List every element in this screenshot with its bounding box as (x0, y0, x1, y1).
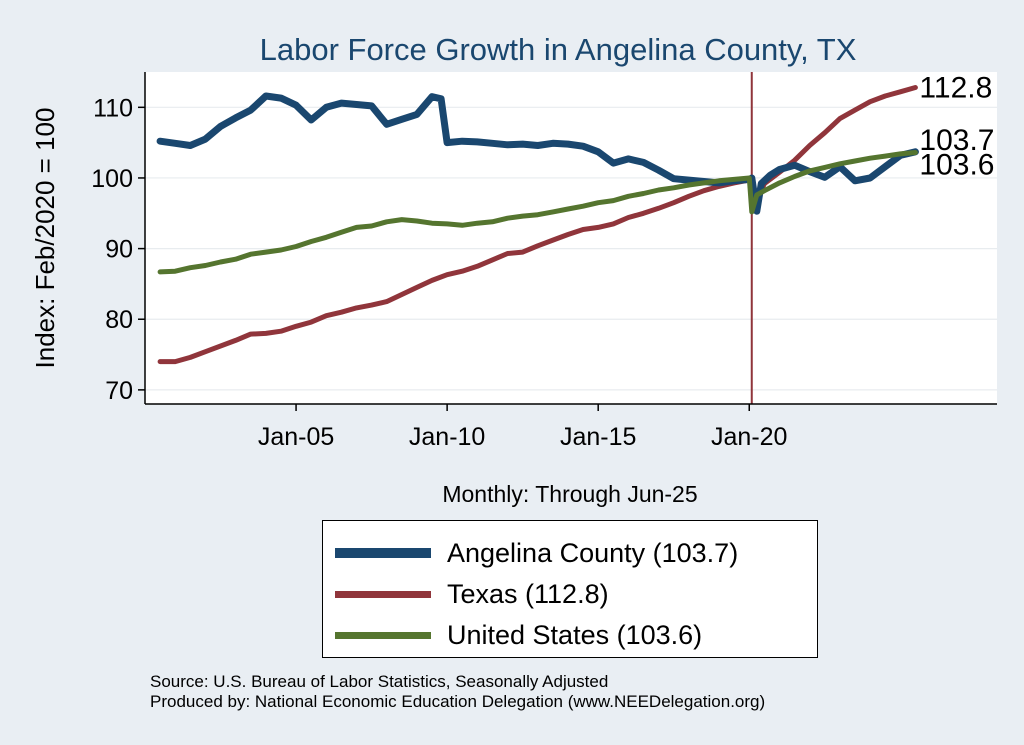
legend-item-angelina: Angelina County (103.7) (335, 533, 738, 573)
y-tick-label: 90 (105, 236, 133, 264)
y-tick-label: 100 (91, 165, 133, 193)
x-axis-label: Monthly: Through Jun-25 (442, 481, 697, 507)
series-group (156, 85, 919, 365)
source-note: Source: U.S. Bureau of Labor Statistics,… (150, 672, 765, 712)
legend-label-texas: Texas (112.8) (447, 578, 609, 609)
y-tick-label: 110 (93, 94, 133, 122)
y-axis-ticks: 70 80 90 100 110 (91, 94, 145, 405)
legend-swatch-texas (335, 590, 431, 598)
y-axis-label: Index: Feb/2020 = 100 (30, 108, 60, 369)
legend: Angelina County (103.7) Texas (112.8) Un… (322, 520, 818, 658)
series-line-angelina (156, 92, 919, 215)
end-label-angelina: 103.7 (919, 124, 994, 157)
legend-item-united-states: United States (103.6) (335, 615, 702, 655)
x-tick-label: Jan-20 (711, 423, 787, 451)
legend-label-angelina: Angelina County (103.7) (447, 537, 739, 568)
legend-label-united-states: United States (103.6) (447, 619, 703, 650)
legend-swatch-angelina (335, 548, 431, 558)
source-line: Source: U.S. Bureau of Labor Statistics,… (150, 672, 609, 691)
line-chart: Labor Force Growth in Angelina County, T… (30, 32, 997, 507)
y-tick-label: 80 (105, 306, 133, 334)
producer-line: Produced by: National Economic Education… (150, 692, 766, 711)
plot-area (145, 72, 997, 404)
y-tick-label: 70 (105, 377, 133, 405)
legend-item-texas: Texas (112.8) (335, 574, 609, 614)
chart-title: Labor Force Growth in Angelina County, T… (260, 32, 857, 67)
legend-swatch-united-states (335, 631, 431, 639)
x-axis-ticks: Jan-05 Jan-10 Jan-15 Jan-20 (258, 404, 787, 451)
end-label-united-states: 103.6 (919, 149, 994, 182)
x-tick-label: Jan-10 (409, 423, 485, 451)
end-label-texas: 112.8 (919, 72, 992, 105)
series-line-united-states (157, 150, 918, 275)
x-tick-label: Jan-05 (258, 423, 334, 451)
end-labels: 103.7 112.8 103.6 (919, 72, 994, 182)
x-tick-label: Jan-15 (560, 423, 636, 451)
